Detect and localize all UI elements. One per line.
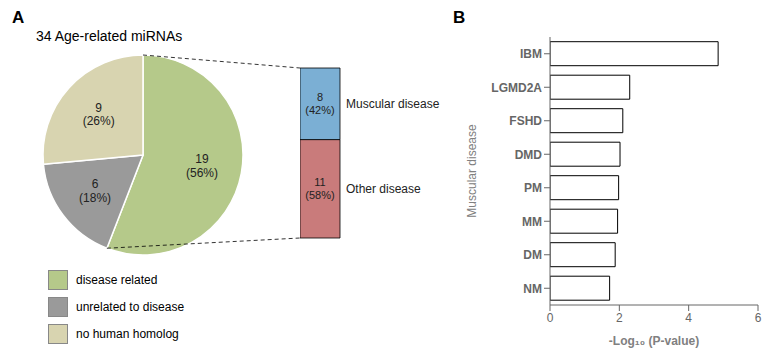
svg-text:11(58%): 11(58%) xyxy=(305,176,334,201)
svg-text:DMD: DMD xyxy=(515,148,543,162)
svg-text:PM: PM xyxy=(524,181,542,195)
svg-text:NM: NM xyxy=(523,282,542,296)
html-text:34 Age-related miRNAs: 34 Age-related miRNAs xyxy=(36,28,183,44)
svg-text:-Log₁₀ (P-value): -Log₁₀ (P-value) xyxy=(609,334,699,348)
svg-text:Muscular disease: Muscular disease xyxy=(465,124,479,218)
svg-text:IBM: IBM xyxy=(520,47,542,61)
html-text:disease related: disease related xyxy=(76,272,158,287)
svg-text:Muscular disease: Muscular disease xyxy=(346,97,440,111)
html-text:unrelated to disease: unrelated to disease xyxy=(76,299,185,314)
svg-text:FSHD: FSHD xyxy=(509,114,542,128)
html-text:A: A xyxy=(12,8,25,27)
svg-text:2: 2 xyxy=(616,311,623,325)
svg-text:6(18%): 6(18%) xyxy=(79,177,111,205)
svg-text:Other disease: Other disease xyxy=(346,182,421,196)
svg-text:0: 0 xyxy=(547,311,554,325)
svg-text:DM: DM xyxy=(523,248,542,262)
html-text:B: B xyxy=(453,8,466,27)
svg-text:9(26%): 9(26%) xyxy=(83,101,115,129)
svg-text:MM: MM xyxy=(522,215,542,229)
svg-text:19(56%): 19(56%) xyxy=(186,152,218,180)
svg-text:6: 6 xyxy=(755,311,762,325)
html-text:no human homolog: no human homolog xyxy=(76,326,179,341)
svg-text:8(42%): 8(42%) xyxy=(305,91,334,116)
svg-text:4: 4 xyxy=(685,311,692,325)
svg-text:LGMD2A: LGMD2A xyxy=(491,81,542,95)
